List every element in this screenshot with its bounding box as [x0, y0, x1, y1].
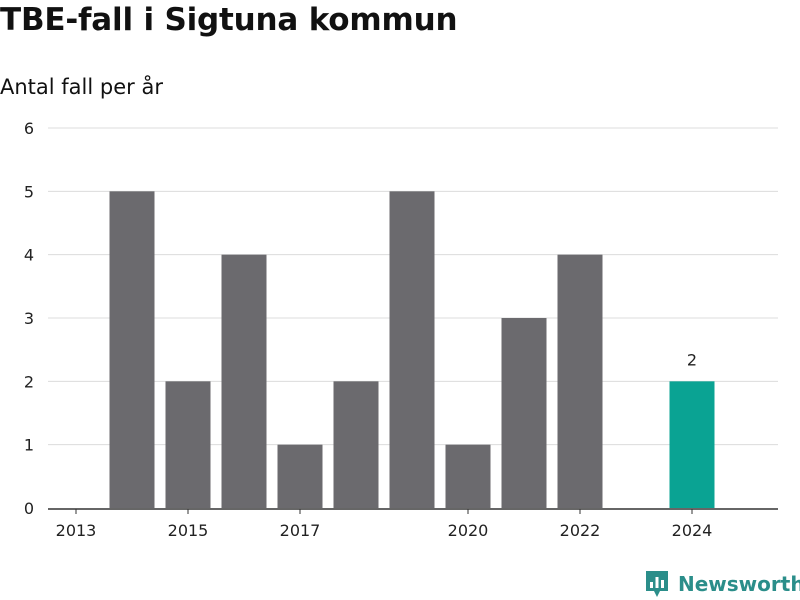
y-tick-label-0: 0 [24, 499, 34, 518]
y-tick-label-4: 4 [24, 246, 34, 265]
bar-2021 [501, 318, 547, 508]
bar-2018 [333, 381, 379, 508]
bars [109, 191, 715, 509]
chart-subtitle: Antal fall per år [0, 75, 163, 99]
y-axis-ticks: 0 1 2 3 4 5 6 [24, 119, 34, 518]
brand-name: Newsworthy [678, 572, 800, 596]
x-tick-label-2020: 2020 [448, 521, 489, 540]
y-tick-label-3: 3 [24, 309, 34, 328]
chart-title: TBE-fall i Sigtuna kommun [0, 2, 458, 38]
y-tick-label-6: 6 [24, 119, 34, 138]
newsworthy-logo: Newsworthy [644, 569, 800, 599]
x-tick-label-2022: 2022 [560, 521, 601, 540]
bar-2016 [221, 254, 267, 508]
newsworthy-bar-chart-logo-icon [646, 571, 668, 597]
x-tick-label-2013: 2013 [56, 521, 97, 540]
y-tick-label-2: 2 [24, 372, 34, 391]
bar-2015 [165, 381, 211, 508]
bar-2019 [389, 191, 435, 509]
bar-2014 [109, 191, 155, 509]
x-tick-label-2017: 2017 [280, 521, 321, 540]
bar-2017 [277, 444, 323, 508]
bar-2022 [557, 254, 603, 508]
y-tick-label-1: 1 [24, 436, 34, 455]
x-tick-label-2015: 2015 [168, 521, 209, 540]
data-label-2024: 2 [687, 350, 697, 369]
bar-2020 [445, 444, 491, 508]
data-labels: 2 [687, 350, 697, 369]
x-axis-ticks: 2013 2015 2017 2020 2022 2024 [56, 509, 713, 540]
y-tick-label-5: 5 [24, 182, 34, 201]
x-tick-label-2024: 2024 [672, 521, 713, 540]
bar-2024 [669, 381, 715, 508]
